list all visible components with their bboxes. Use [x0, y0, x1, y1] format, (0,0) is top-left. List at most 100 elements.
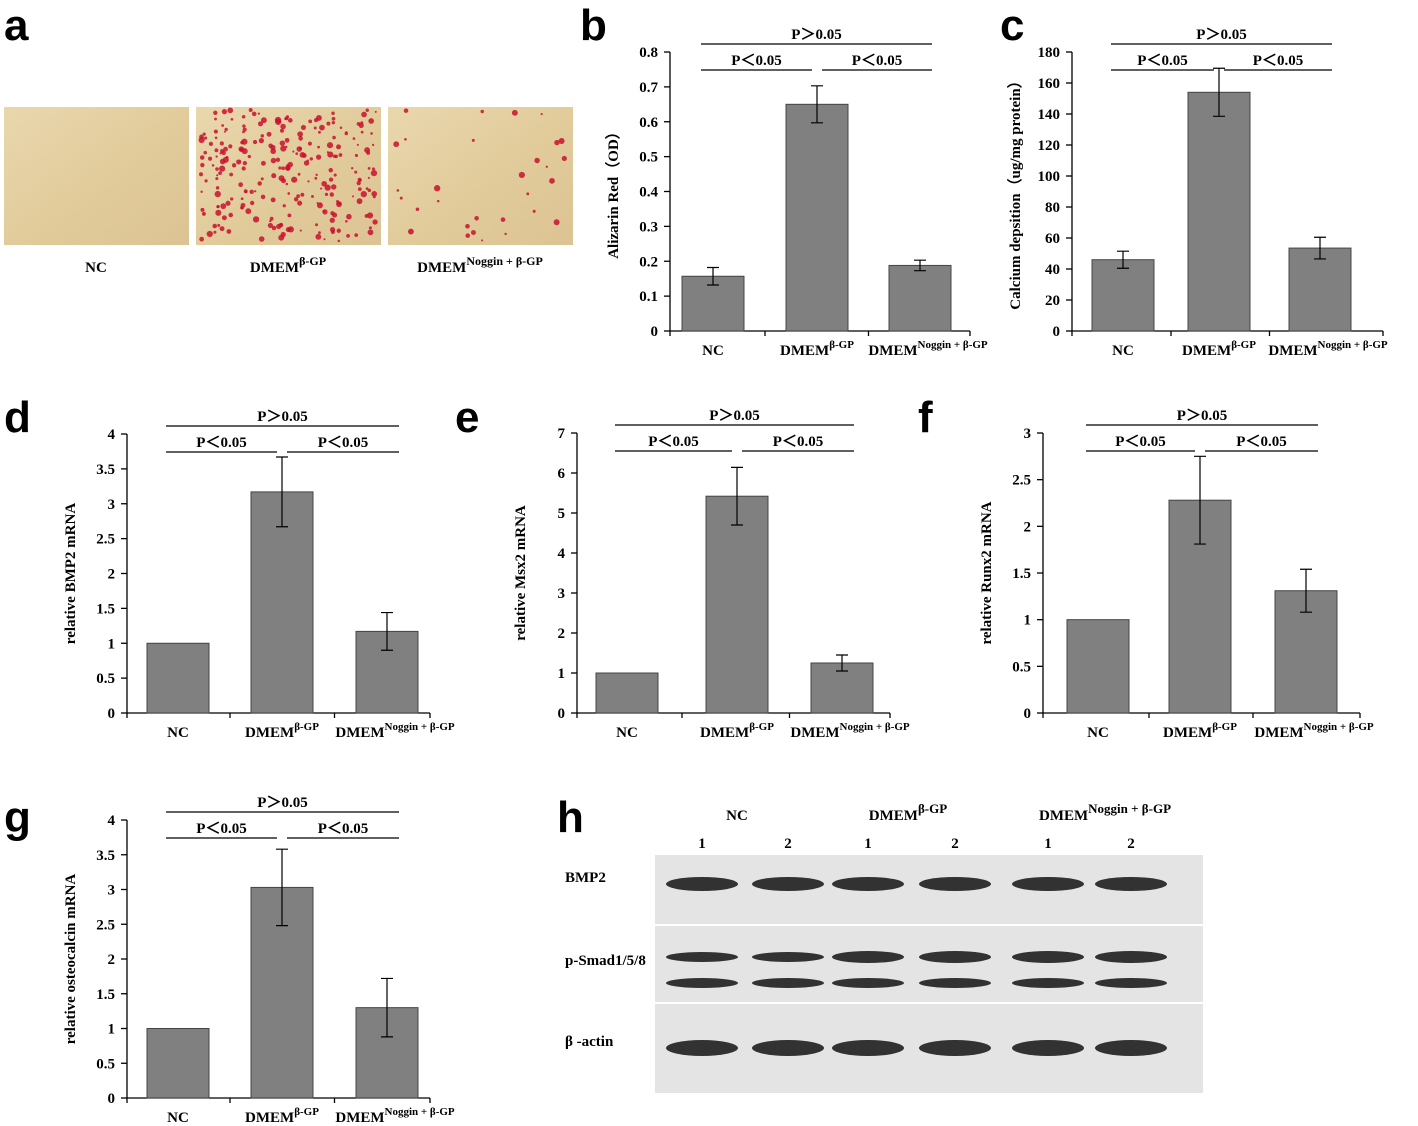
x-tick-label-superscript: Noggin + β-GP	[1318, 339, 1388, 351]
stain-dot	[257, 121, 264, 127]
y-tick-label: 80	[1045, 200, 1060, 216]
x-tick-label-text: DMEM	[245, 1110, 294, 1126]
y-tick-label: 4	[108, 813, 116, 829]
y-tick-label: 1	[558, 666, 566, 682]
stain-dot	[326, 121, 331, 126]
y-tick-label: 0.7	[639, 80, 658, 96]
y-tick-label: 2	[108, 567, 116, 583]
stain-dot	[271, 225, 277, 231]
stain-dot	[226, 229, 232, 234]
x-tick-label: DMEMβ-GP	[1182, 339, 1256, 359]
stain-dot	[470, 230, 476, 235]
error-bar	[1300, 568, 1312, 613]
error-bar	[276, 456, 288, 528]
stain-dot	[504, 232, 507, 236]
stain-dot	[474, 215, 479, 221]
x-tick-label: NC	[1112, 343, 1134, 359]
significance-label: P＞0.05	[257, 409, 307, 425]
y-tick-label: 0	[558, 706, 566, 722]
stain-dot	[367, 229, 374, 236]
panel-letter: d	[4, 393, 31, 442]
stain-dot	[481, 239, 484, 242]
stain-dot	[228, 212, 234, 218]
blot-bands	[666, 877, 1167, 1056]
significance-label: P＞0.05	[791, 27, 841, 43]
x-tick-label-text: NC	[616, 725, 638, 741]
stain-dot	[344, 131, 349, 136]
stain-dot	[331, 111, 335, 116]
stain-dot	[287, 161, 293, 168]
x-tick-label-text: DMEM	[868, 343, 917, 359]
stain-dot	[287, 226, 294, 233]
row-label: p-Smad1/5/8	[565, 953, 646, 969]
stain-dot	[199, 155, 205, 160]
stain-dot	[372, 143, 375, 147]
lane-label: 1	[698, 836, 706, 852]
stain-dot	[371, 167, 375, 171]
stain-dot	[500, 217, 506, 222]
y-tick-label: 2.5	[1012, 473, 1031, 489]
stain-dot	[254, 190, 257, 193]
error-bar	[1194, 455, 1206, 545]
stain-dot	[202, 213, 205, 216]
stain-dot	[315, 173, 318, 177]
stain-dot	[297, 172, 301, 176]
stain-dot	[331, 120, 336, 125]
bar	[705, 495, 769, 714]
stain-dot	[215, 177, 219, 181]
stain-dot	[281, 178, 286, 184]
stain-dot	[540, 113, 543, 116]
stain-dot	[534, 157, 540, 164]
image-label-text: NC	[85, 260, 107, 276]
y-tick-label: 100	[1038, 169, 1061, 185]
significance-label: P＜0.05	[196, 821, 246, 837]
group-label-text: DMEM	[1039, 808, 1088, 824]
stain-dot	[399, 196, 403, 200]
stain-dot	[274, 116, 282, 124]
stain-dot	[336, 201, 342, 208]
band	[832, 1040, 904, 1056]
y-tick-label: 120	[1038, 138, 1061, 154]
band	[1095, 877, 1167, 891]
stain-dot	[280, 123, 286, 130]
stain-dot	[315, 114, 322, 121]
stain-dot	[230, 197, 234, 201]
error-bar	[1314, 236, 1326, 260]
stain-dot	[287, 213, 292, 218]
bar	[146, 1028, 210, 1099]
band	[1012, 951, 1084, 963]
stain-dot	[321, 180, 327, 187]
stain-dot	[280, 231, 286, 238]
stain-dot	[352, 137, 356, 140]
stain-dot	[198, 136, 205, 144]
error-bar	[731, 466, 743, 526]
y-tick-label: 1	[108, 1022, 116, 1038]
x-tick-label: DMEMβ-GP	[245, 1106, 319, 1126]
stain-dot	[270, 148, 276, 155]
error-bar	[1117, 250, 1129, 269]
y-tick-label: 40	[1045, 262, 1060, 278]
stain-dot	[258, 137, 264, 144]
x-tick-label-text: DMEM	[790, 725, 839, 741]
panel-letter: f	[918, 393, 933, 442]
stain-dot	[331, 184, 337, 190]
stain-dot	[558, 138, 565, 145]
y-tick-label: 0.5	[1012, 659, 1031, 675]
x-tick-label-superscript: β-GP	[294, 721, 319, 733]
y-axis-label: Alizarin Red（OD）	[604, 124, 622, 259]
x-tick-label: DMEMβ-GP	[700, 721, 774, 741]
stain-dot	[260, 117, 267, 124]
x-tick-label-superscript: Noggin + β-GP	[385, 1106, 455, 1118]
band	[1095, 978, 1167, 988]
panel-letter: e	[455, 393, 479, 442]
stain-dot	[338, 153, 343, 157]
stain-dot	[223, 146, 228, 152]
x-tick-label-text: DMEM	[1182, 343, 1231, 359]
y-tick-label: 160	[1038, 76, 1061, 92]
y-tick-label: 1.5	[1012, 566, 1031, 582]
stain-dot	[216, 174, 219, 177]
y-tick-label: 0.4	[639, 185, 658, 201]
stain-dot	[356, 143, 359, 146]
x-tick-label: NC	[616, 725, 638, 741]
band	[919, 978, 991, 988]
